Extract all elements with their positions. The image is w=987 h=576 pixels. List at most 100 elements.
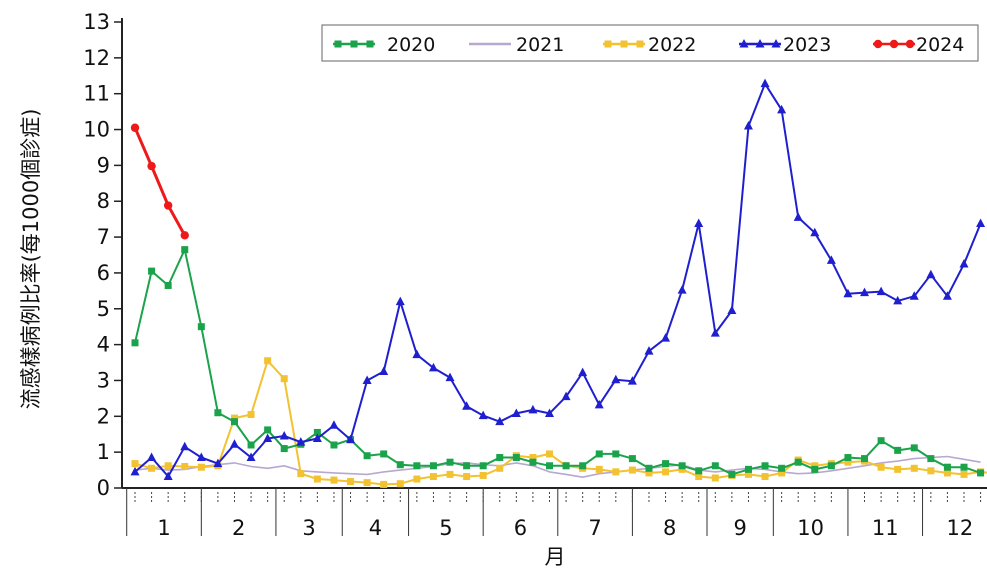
data-point [612,450,620,458]
x-axis-ticks: 1 2 3 4 5 6 7 8 9 10 11 12 [126,488,982,540]
data-point [380,450,388,458]
data-point [744,465,752,473]
x-axis-title: 月 [545,545,566,569]
month-label: 3 [302,516,315,540]
y-tick-label: 12 [83,46,110,70]
y-tick-label: 2 [97,404,110,428]
data-point [363,479,371,487]
data-point [396,480,404,488]
series-2024 [130,123,189,240]
month-label: 5 [439,516,452,540]
data-point [861,455,869,463]
data-point [844,454,852,462]
data-point [894,465,902,473]
data-point [644,346,654,355]
data-point [347,478,355,486]
data-point [889,39,899,49]
data-point [844,458,852,466]
data-point [363,452,371,460]
data-point [280,445,288,453]
data-point [479,462,487,470]
data-point [197,323,205,331]
data-point [771,39,781,48]
data-point [645,469,653,477]
data-point [810,227,820,237]
data-point [960,470,968,478]
series-2022 [131,357,987,488]
data-point [744,470,752,478]
data-point [463,462,471,470]
data-point [395,296,405,306]
data-point [163,201,173,210]
month-label: 1 [157,516,170,540]
data-point [877,463,885,471]
data-point [330,476,338,484]
data-point [329,420,339,429]
data-point [197,463,205,471]
data-point [794,458,802,466]
data-point [545,408,554,417]
data-point [297,470,305,478]
data-point [396,461,404,469]
series-layer [130,78,987,488]
data-point [511,408,521,417]
y-tick-label: 10 [83,118,110,142]
data-point [811,465,819,473]
data-point [446,470,454,478]
data-point [909,291,919,300]
data-point [463,473,471,481]
data-point [811,462,819,470]
data-point [976,218,986,227]
data-point [927,467,935,475]
data-point [893,295,903,305]
data-point [743,120,753,130]
data-point [148,267,156,275]
data-point [181,462,189,470]
legend-label: 2024 [916,34,964,56]
data-point [910,444,918,452]
data-point [778,464,786,472]
data-point [612,468,620,476]
data-point [312,433,322,443]
y-tick-label: 1 [97,440,110,464]
data-point [711,462,719,470]
data-point [264,357,272,365]
data-point [148,464,156,472]
data-point [578,367,588,377]
series-2020 [131,246,985,478]
data-point [678,465,686,473]
month-label: 8 [663,516,676,540]
y-tick-label: 11 [83,82,110,106]
legend-item-2021: 2021 [469,34,564,56]
data-point [860,287,870,297]
series-line-2021 [134,455,981,479]
data-point [147,161,156,171]
data-point [264,426,272,434]
data-point [181,246,189,254]
data-point [604,40,612,48]
data-point [662,460,670,468]
data-point [529,454,537,462]
data-point [611,374,621,384]
y-tick-label: 9 [97,153,110,177]
axes [121,18,987,489]
data-point [379,366,389,375]
data-point [728,470,736,478]
month-label: 12 [946,516,973,540]
data-point [330,441,338,449]
data-point [760,78,770,88]
data-point [263,433,273,443]
data-point [694,218,704,227]
legend-item-2020: 2020 [333,34,435,56]
data-point [877,437,885,445]
legend-label: 2023 [783,34,831,56]
data-point [761,462,769,470]
data-point [130,466,140,476]
legend-label: 2020 [387,34,435,56]
data-point [710,328,720,337]
data-point [595,465,603,473]
data-point [677,285,687,294]
series-2023 [130,78,986,481]
data-point [246,452,256,462]
